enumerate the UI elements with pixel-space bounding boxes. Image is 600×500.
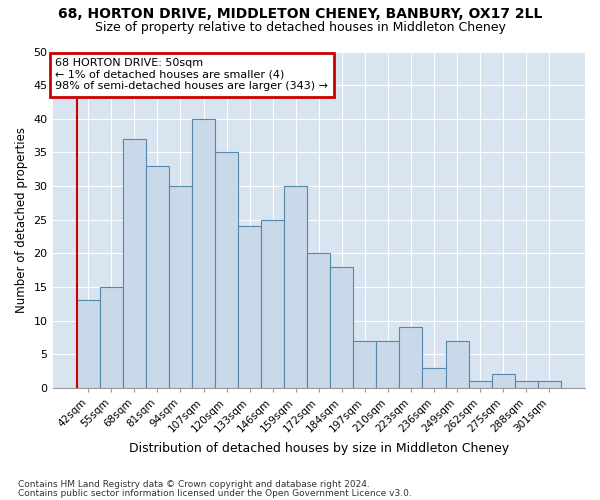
Bar xyxy=(77,300,100,388)
Text: Size of property relative to detached houses in Middleton Cheney: Size of property relative to detached ho… xyxy=(95,21,505,34)
Bar xyxy=(400,328,422,388)
Bar xyxy=(376,340,400,388)
Bar xyxy=(100,287,123,388)
X-axis label: Distribution of detached houses by size in Middleton Cheney: Distribution of detached houses by size … xyxy=(129,442,509,455)
Text: 68 HORTON DRIVE: 50sqm
← 1% of detached houses are smaller (4)
98% of semi-detac: 68 HORTON DRIVE: 50sqm ← 1% of detached … xyxy=(55,58,328,92)
Bar xyxy=(123,139,146,388)
Bar xyxy=(307,254,330,388)
Bar xyxy=(353,340,376,388)
Bar xyxy=(491,374,515,388)
Text: 68, HORTON DRIVE, MIDDLETON CHENEY, BANBURY, OX17 2LL: 68, HORTON DRIVE, MIDDLETON CHENEY, BANB… xyxy=(58,8,542,22)
Bar xyxy=(538,381,561,388)
Bar xyxy=(146,166,169,388)
Bar xyxy=(238,226,261,388)
Bar xyxy=(422,368,446,388)
Bar xyxy=(330,266,353,388)
Bar xyxy=(261,220,284,388)
Bar xyxy=(169,186,192,388)
Bar xyxy=(284,186,307,388)
Bar xyxy=(515,381,538,388)
Bar xyxy=(192,119,215,388)
Y-axis label: Number of detached properties: Number of detached properties xyxy=(15,126,28,312)
Text: Contains public sector information licensed under the Open Government Licence v3: Contains public sector information licen… xyxy=(18,488,412,498)
Bar xyxy=(215,152,238,388)
Text: Contains HM Land Registry data © Crown copyright and database right 2024.: Contains HM Land Registry data © Crown c… xyxy=(18,480,370,489)
Bar xyxy=(446,340,469,388)
Bar xyxy=(469,381,491,388)
